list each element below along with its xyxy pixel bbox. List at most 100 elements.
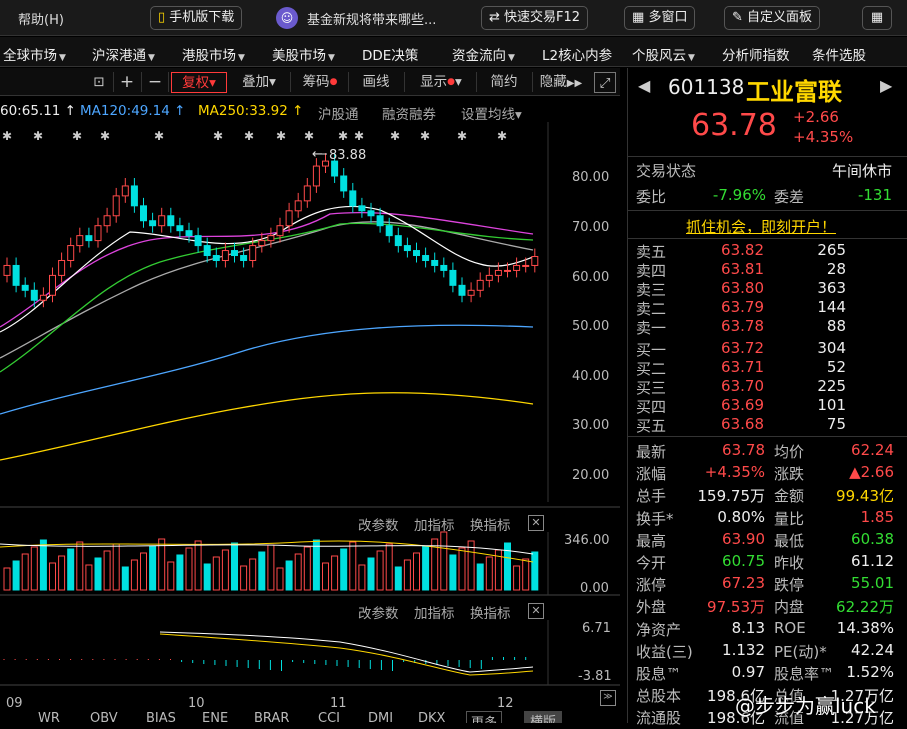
draw-line-button[interactable]: 画线 <box>362 74 390 90</box>
custom-panel-button[interactable]: ✎ 自定义面板 <box>724 6 821 30</box>
candle <box>440 264 448 271</box>
ma30-line <box>0 222 534 373</box>
close-icon[interactable]: ✕ <box>528 603 544 619</box>
volume-bar <box>440 531 448 591</box>
stock-name: 工业富联 <box>746 78 842 106</box>
menu-global-market[interactable]: 全球市场 ▼ <box>3 48 66 64</box>
zoom-out-icon[interactable]: − <box>147 72 163 92</box>
set-ma-dropdown[interactable]: 设置均线▾ <box>461 107 522 123</box>
macd-switch-indicator[interactable]: 换指标 <box>470 606 511 622</box>
menu-fund-flow[interactable]: 资金流向 ▼ <box>452 48 515 64</box>
edit-icon: ✎ <box>732 10 743 25</box>
sell-level-3[interactable]: 卖三 63.80 363 <box>636 279 846 299</box>
chart-area[interactable]: ✱ ✱ ✱ ✱ ✱ ✱ ✱ ✱ ✱ ✱ ✱ ✱ ✱ ✱ ✱ ← 83.88 80.00 70.00 60.0… <box>0 122 620 723</box>
more-options-button[interactable]: ▦ <box>862 6 892 30</box>
news-ticker[interactable]: 基金新规将带来哪些... <box>307 13 437 28</box>
menu-stock-news[interactable]: 个股风云 ▼ <box>632 48 695 64</box>
buy-level-2[interactable]: 买二 63.71 52 <box>636 358 846 378</box>
sell-level-2[interactable]: 卖四 63.81 28 <box>636 260 846 280</box>
volume-bar <box>276 567 284 591</box>
candle <box>476 279 484 291</box>
macd-add-indicator[interactable]: 加指标 <box>414 606 455 622</box>
volume-bar <box>331 555 339 591</box>
fullscreen-icon[interactable]: ⤢ <box>594 72 616 93</box>
buy-level-1[interactable]: 买一 63.72 304 <box>636 339 846 359</box>
candle <box>140 205 147 222</box>
margin-link[interactable]: 融资融券 <box>382 107 436 123</box>
zoom-in-icon[interactable]: + <box>119 72 135 92</box>
tab-ene[interactable]: ENE <box>202 711 229 723</box>
candle <box>103 215 111 227</box>
open-account-link[interactable]: 抓住机会，即刻开户！ <box>686 218 837 236</box>
buy-level-5[interactable]: 买五 63.68 75 <box>636 415 846 435</box>
prev-stock-icon[interactable]: ◀ <box>638 76 651 95</box>
close-icon[interactable]: ✕ <box>528 515 544 531</box>
tab-cci[interactable]: CCI <box>318 711 340 723</box>
quick-trade-button[interactable]: ⇄ 快速交易F12 <box>481 6 589 30</box>
multi-window-button[interactable]: ▦ 多窗口 <box>624 6 696 30</box>
simple-button[interactable]: 简约 <box>490 74 518 90</box>
collapse-icon[interactable]: ≫ <box>600 690 616 706</box>
volume-bar <box>94 557 102 591</box>
sell-level-1[interactable]: 卖五 63.82 265 <box>636 241 846 261</box>
stats-row: 股息™ 0.97 股息率™ 1.52% <box>636 663 894 683</box>
macd-change-params[interactable]: 改参数 <box>358 606 399 622</box>
tab-bias[interactable]: BIAS <box>146 711 176 723</box>
menu-screener[interactable]: 条件选股 <box>812 48 866 64</box>
menu-l2[interactable]: L2核心内参 <box>542 48 613 64</box>
grid-icon: ▦ <box>870 10 884 25</box>
volume-bar <box>231 542 238 591</box>
candlestick-series[interactable] <box>3 153 539 308</box>
volume-bar <box>185 547 193 591</box>
ma250-value: MA250:33.92 ↑ <box>198 103 304 119</box>
chips-button[interactable]: 筹码● <box>302 74 338 90</box>
event-markers[interactable]: ✱ ✱ ✱ ✱ ✱ ✱ ✱ ✱ ✱ ✱ ✱ ✱ ✱ ✱ ✱ <box>2 129 507 143</box>
tab-dkx[interactable]: DKX <box>418 711 446 723</box>
volume-bar <box>403 559 411 591</box>
vol-switch-indicator[interactable]: 换指标 <box>470 518 511 534</box>
buy-level-4[interactable]: 买四 63.69 101 <box>636 396 846 416</box>
volume-bar <box>103 550 111 591</box>
macd-histogram <box>3 657 527 671</box>
price-axis: 80.00 70.00 60.00 50.00 40.00 30.00 20.0… <box>572 170 609 483</box>
overlay-dropdown[interactable]: 叠加▾ <box>242 74 276 90</box>
volume-bar <box>340 548 348 591</box>
hgt-link[interactable]: 沪股通 <box>318 107 359 123</box>
volume-bar <box>140 552 147 591</box>
menu-analyst[interactable]: 分析师指数 <box>722 48 790 64</box>
y-tick: 80.00 <box>572 170 609 185</box>
svg-text:✱: ✱ <box>33 129 43 143</box>
fuquan-dropdown[interactable]: 复权▾ <box>171 72 227 93</box>
candle <box>112 195 120 217</box>
tab-more[interactable]: 更多 <box>466 711 503 723</box>
tab-dmi[interactable]: DMI <box>368 711 394 723</box>
tab-brar[interactable]: BRAR <box>254 711 290 723</box>
lock-icon[interactable]: ⊡ <box>93 74 105 90</box>
svg-text:✱: ✱ <box>420 129 430 143</box>
menu-dde[interactable]: DDE决策 <box>362 48 419 64</box>
menu-us-market[interactable]: 美股市场 ▼ <box>272 48 335 64</box>
vol-ma-line-2 <box>0 543 534 555</box>
hide-button[interactable]: 隐藏▶▶ <box>539 74 583 90</box>
tab-obv[interactable]: OBV <box>90 711 118 723</box>
tab-horizontal[interactable]: 横版 <box>524 711 563 723</box>
buy-level-3[interactable]: 买三 63.70 225 <box>636 377 846 397</box>
y-tick: 20.00 <box>572 468 609 483</box>
indicator-tabs: WR OBV BIAS ENE BRAR CCI DMI DKX 更多 横版 <box>0 711 620 723</box>
vol-add-indicator[interactable]: 加指标 <box>414 518 455 534</box>
help-menu[interactable]: 帮助(H) <box>18 13 64 28</box>
menu-hk-market[interactable]: 港股市场 ▼ <box>182 48 245 64</box>
candle <box>203 245 211 257</box>
mobile-download-button[interactable]: ▯ 手机版下载 <box>150 6 243 30</box>
tab-wr[interactable]: WR <box>38 711 60 723</box>
candle <box>376 215 384 227</box>
sell-level-4[interactable]: 卖二 63.79 144 <box>636 298 846 318</box>
next-stock-icon[interactable]: ▶ <box>880 76 893 95</box>
vol-change-params[interactable]: 改参数 <box>358 518 399 534</box>
swap-icon: ⇄ <box>489 10 500 25</box>
volume-bar <box>485 556 493 591</box>
display-dropdown[interactable]: 显示●▾ <box>420 74 462 90</box>
sell-level-5[interactable]: 卖一 63.78 88 <box>636 317 846 337</box>
menu-hk-connect[interactable]: 沪深港通 ▼ <box>92 48 155 64</box>
volume-bar <box>267 544 275 591</box>
